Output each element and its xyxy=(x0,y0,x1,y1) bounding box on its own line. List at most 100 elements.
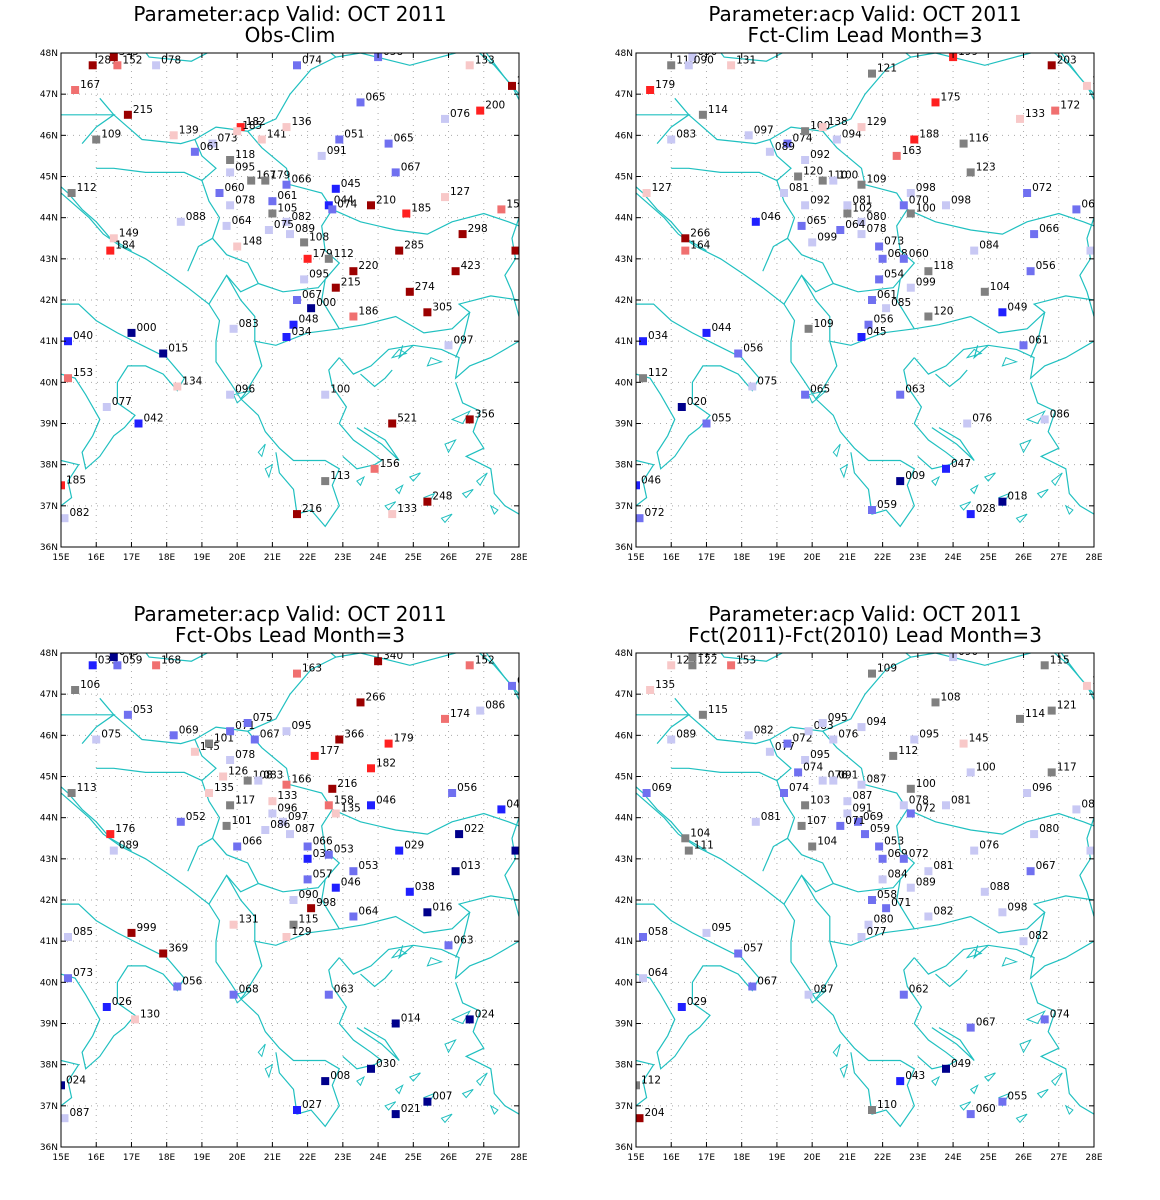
y-tick-label: 45N xyxy=(615,173,633,183)
station-label: 095 xyxy=(810,749,830,761)
station-label: 100 xyxy=(976,761,996,773)
station-label: 098 xyxy=(951,194,971,206)
station-label: 091 xyxy=(852,803,872,815)
station-label: 158 xyxy=(334,794,354,806)
station-label: 096 xyxy=(277,803,297,815)
station-label: 092 xyxy=(810,194,830,206)
station-label: 100 xyxy=(330,384,350,396)
station-label: 066 xyxy=(313,836,333,848)
coastline xyxy=(973,344,989,360)
x-tick-label: 23E xyxy=(909,553,926,563)
station-label: 179 xyxy=(655,79,675,91)
coastline xyxy=(504,817,519,917)
island-outline xyxy=(832,1043,841,1058)
coastline xyxy=(936,568,1035,584)
x-tick-label: 15E xyxy=(627,553,644,563)
station-label: 081 xyxy=(852,194,872,206)
map-panel-fct-diff: Parameter:acp Valid: OCT 2011 Fct(2011)-… xyxy=(605,600,1125,1180)
x-tick-label: 28E xyxy=(1085,1153,1102,1163)
station-marker xyxy=(966,768,975,777)
station-marker xyxy=(1083,81,1091,90)
station-marker xyxy=(896,477,905,486)
station-marker xyxy=(324,850,333,859)
station-label: 064 xyxy=(648,967,668,979)
station-label: 022 xyxy=(464,823,484,835)
station-marker xyxy=(980,287,989,296)
station-marker xyxy=(289,320,298,329)
station-marker xyxy=(349,267,358,276)
station-label: 058 xyxy=(877,889,897,901)
station-label: 082 xyxy=(1029,930,1049,942)
station-label: 052 xyxy=(186,811,206,823)
station-label: 077 xyxy=(867,926,887,938)
coastline xyxy=(145,653,519,696)
station-marker xyxy=(423,497,432,506)
station-label: 018 xyxy=(1007,491,1027,503)
station-marker xyxy=(698,710,707,719)
station-marker xyxy=(875,275,884,284)
station-label: 106 xyxy=(80,679,100,691)
station-marker xyxy=(282,217,291,226)
station-marker xyxy=(966,168,975,177)
station-label: 100 xyxy=(916,203,936,215)
coastline xyxy=(671,739,792,782)
station-label: 066 xyxy=(242,836,262,848)
station-marker xyxy=(744,131,753,140)
y-tick-label: 44N xyxy=(40,214,58,224)
station-marker xyxy=(444,941,453,950)
station-label: 042 xyxy=(144,413,164,425)
station-marker xyxy=(1030,830,1039,839)
island-outline xyxy=(965,948,983,959)
station-label: 133 xyxy=(397,503,417,515)
station-label: 101 xyxy=(232,815,252,827)
station-label: 200 xyxy=(485,100,505,112)
station-label: 029 xyxy=(404,840,424,852)
station-marker xyxy=(367,801,375,810)
coastline xyxy=(801,275,831,342)
coastline xyxy=(833,877,915,930)
station-marker xyxy=(1047,61,1056,70)
station-marker xyxy=(966,510,975,519)
station-label: 099 xyxy=(817,231,837,243)
station-label: 078 xyxy=(161,54,181,66)
station-label: 166 xyxy=(292,774,312,786)
coastline xyxy=(61,792,341,1128)
station-marker xyxy=(688,653,697,662)
island-outline xyxy=(1001,956,1019,967)
station-label: 127 xyxy=(652,182,672,194)
station-label: 111 xyxy=(697,646,717,658)
station-label: 072 xyxy=(645,507,665,519)
station-marker xyxy=(293,296,301,304)
island-outline xyxy=(489,504,499,516)
island-outline xyxy=(264,1063,274,1079)
station-label: 072 xyxy=(909,848,929,860)
station-label: 298 xyxy=(468,223,488,235)
station-label: 274 xyxy=(415,281,435,293)
coastline xyxy=(360,369,393,388)
x-tick-label: 21E xyxy=(839,1153,856,1163)
station-label: 072 xyxy=(916,803,936,815)
station-marker xyxy=(829,735,838,744)
station-marker xyxy=(998,308,1007,317)
station-marker xyxy=(335,735,344,744)
station-marker xyxy=(282,333,291,341)
station-marker xyxy=(102,1003,111,1011)
station-label: 053 xyxy=(133,704,153,716)
station-marker xyxy=(1086,846,1094,855)
coastline xyxy=(455,912,471,958)
y-tick-label: 41N xyxy=(615,937,633,947)
station-label: 034 xyxy=(648,330,668,342)
station-marker xyxy=(910,135,919,144)
station-label: 083 xyxy=(263,770,283,782)
station-label: 087 xyxy=(70,1107,90,1119)
x-tick-label: 19E xyxy=(193,553,210,563)
y-tick-label: 44N xyxy=(40,814,58,824)
station-label: 078 xyxy=(235,194,255,206)
station-marker xyxy=(324,254,333,263)
station-marker xyxy=(748,982,757,991)
station-marker xyxy=(324,201,333,210)
station-marker xyxy=(892,151,901,160)
station-label: 038 xyxy=(415,881,435,893)
coastline xyxy=(907,808,1094,835)
station-label: 049 xyxy=(1007,301,1027,313)
